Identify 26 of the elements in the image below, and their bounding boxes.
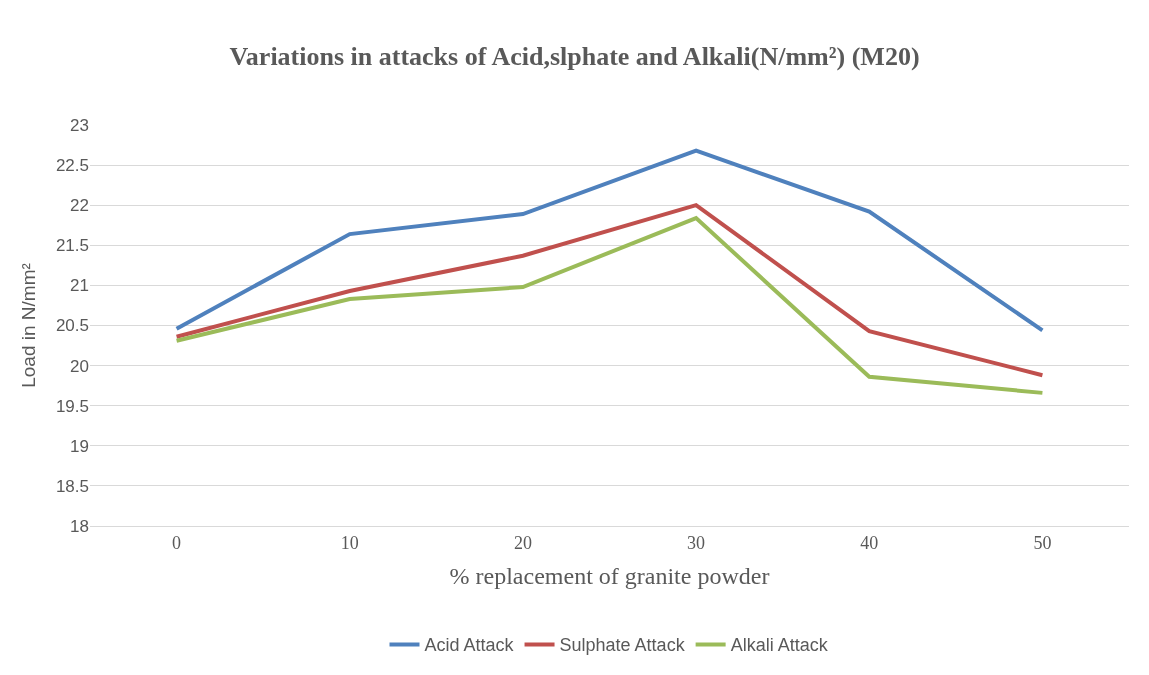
line-series: [174, 203, 1045, 378]
x-axis-title: % replacement of granite powder: [449, 562, 770, 589]
x-tick-label: 20: [513, 532, 532, 553]
y-tick-label: 19: [70, 436, 89, 456]
line-series: [174, 148, 1045, 333]
y-axis-title: Load in N/mm²: [17, 263, 39, 388]
legend-label: Sulphate Attack: [559, 635, 686, 656]
y-tick-label: 21.5: [55, 236, 89, 256]
x-tick-label: 50: [1033, 532, 1052, 553]
x-tick-label: 40: [860, 532, 879, 553]
y-tick-label: 20: [70, 356, 89, 376]
x-tick-label: 10: [340, 532, 359, 553]
y-tick-label: 23: [70, 115, 89, 135]
line-series: [174, 216, 1045, 395]
legend-label: Alkali Attack: [730, 635, 829, 656]
y-tick-label: 19.5: [55, 396, 89, 416]
chart-title: Variations in attacks of Acid,slphate and Alkali(N/mm²) (M20): [229, 42, 920, 72]
y-tick-label: 18.5: [55, 476, 89, 496]
y-tick-label: 22: [70, 196, 89, 216]
y-tick-label: 22.5: [55, 156, 89, 176]
y-tick-label: 20.5: [55, 316, 89, 336]
x-tick-label: 0: [172, 532, 182, 553]
legend-label: Acid Attack: [424, 635, 515, 656]
y-tick-label: 18: [70, 516, 89, 536]
x-tick-label: 30: [687, 532, 706, 553]
y-tick-label: 21: [70, 276, 89, 296]
